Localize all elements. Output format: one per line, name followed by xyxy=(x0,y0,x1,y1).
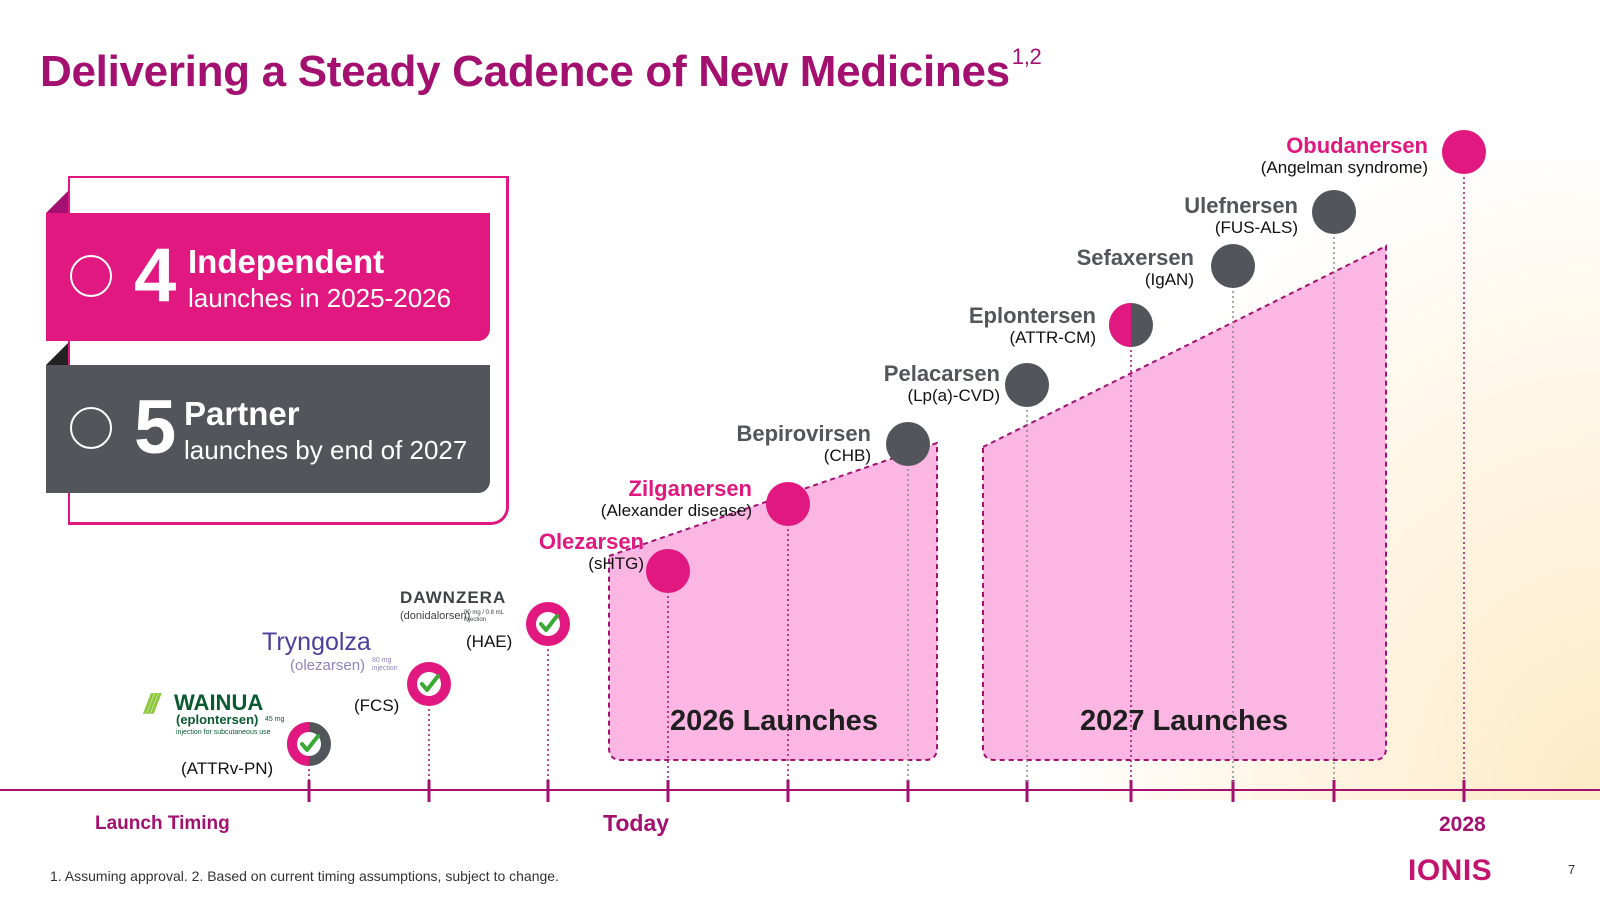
title-text: Delivering a Steady Cadence of New Medic… xyxy=(40,47,1010,96)
drug-label-olezarsen: Olezarsen (sHTG) xyxy=(539,530,644,574)
wainua-mark-icon: /// xyxy=(144,688,159,719)
drug-indication: (Lp(a)-CVD) xyxy=(907,386,1000,405)
drug-name: Pelacarsen xyxy=(883,361,1000,386)
dawnzera-brand: DAWNZERA xyxy=(400,588,507,607)
partner-subtext: launches by end of 2027 xyxy=(184,435,468,465)
drug-label-bepirovirsen: Bepirovirsen (CHB) xyxy=(737,422,872,466)
wainua-dose: 45 mg xyxy=(265,716,285,723)
launch-marker-zilganersen xyxy=(766,482,810,526)
tryngolza-brand: Tryngolza xyxy=(262,628,371,656)
today-label: Today xyxy=(603,810,670,836)
dawnzera-generic: (donidalorsen) xyxy=(400,610,471,622)
drug-label-zilganersen: Zilganersen (Alexander disease) xyxy=(601,477,752,521)
drug-name: Obudanersen xyxy=(1286,133,1428,158)
approved-launch-marker xyxy=(287,722,331,766)
page-number: 7 xyxy=(1568,862,1576,877)
wainua-indication: (ATTRv-PN) xyxy=(181,759,274,778)
drug-indication: (IgAN) xyxy=(1144,270,1194,289)
banner-fold-independent xyxy=(46,191,68,213)
drug-indication: (Angelman syndrome) xyxy=(1260,158,1428,177)
launch-marker-obudanersen xyxy=(1442,130,1486,174)
launch-region-2026 xyxy=(608,441,938,761)
wainua-note: injection for subcutaneous use xyxy=(176,729,271,736)
drug-indication: (ATTR-CM) xyxy=(1009,328,1096,347)
drug-name: Bepirovirsen xyxy=(736,421,872,446)
drug-label-pelacarsen: Pelacarsen (Lp(a)-CVD) xyxy=(884,362,1000,406)
launch-timing-label: Launch Timing xyxy=(95,813,230,834)
drug-indication: (CHB) xyxy=(823,446,871,465)
circle-icon xyxy=(70,255,112,297)
year-2028-label: 2028 xyxy=(1439,813,1486,836)
checkmark-icon xyxy=(300,734,320,752)
region-label-2027: 2027 Launches xyxy=(1080,705,1288,737)
partner-launches-banner: 5 Partner launches by end of 2027 xyxy=(46,365,490,493)
drug-indication: (sHTG) xyxy=(588,554,644,573)
drug-label-ulefnersen: Ulefnersen (FUS-ALS) xyxy=(1184,194,1298,238)
launch-marker-eplontersen xyxy=(1109,303,1153,347)
drug-label-sefaxersen: Sefaxersen (IgAN) xyxy=(1077,246,1194,290)
drug-name: Ulefnersen xyxy=(1184,193,1298,218)
launch-marker-ulefnersen xyxy=(1312,190,1356,234)
drug-name: Zilganersen xyxy=(628,476,752,501)
summary-frame xyxy=(68,176,509,525)
approved-launch-marker xyxy=(407,662,451,706)
independent-launches-banner: 4 Independent launches in 2025-2026 xyxy=(46,213,490,341)
circle-icon xyxy=(70,407,112,449)
launch-marker-olezarsen xyxy=(646,549,690,593)
drug-label-eplontersen: Eplontersen (ATTR-CM) xyxy=(969,304,1096,348)
launch-marker-sefaxersen xyxy=(1211,244,1255,288)
partner-heading: Partner xyxy=(184,395,300,432)
approved-launch-marker xyxy=(526,602,570,646)
banner-fold-partner xyxy=(46,343,68,365)
checkmark-icon xyxy=(539,614,559,632)
page-title: Delivering a Steady Cadence of New Medic… xyxy=(40,44,1042,97)
partner-count: 5 xyxy=(134,385,177,470)
region-label-2026: 2026 Launches xyxy=(670,705,878,737)
launch-marker-bepirovirsen xyxy=(886,422,930,466)
tryngolza-indication: (FCS) xyxy=(354,696,400,715)
launch-region-2027 xyxy=(982,244,1387,761)
drug-name: Olezarsen xyxy=(538,529,644,554)
drug-indication: (FUS-ALS) xyxy=(1214,218,1298,237)
tryngolza-dose: 80 mg injection xyxy=(372,657,398,672)
dawnzera-indication: (HAE) xyxy=(466,632,513,651)
launch-marker-pelacarsen xyxy=(1005,363,1049,407)
independent-subtext: launches in 2025-2026 xyxy=(188,283,452,313)
footnote: 1. Assuming approval. 2. Based on curren… xyxy=(50,868,559,884)
dawnzera-dose: 80 mg / 0.8 mL injection xyxy=(464,610,504,623)
title-footnote-ref: 1,2 xyxy=(1011,44,1042,69)
checkmark-icon xyxy=(420,674,440,692)
wainua-brand: WAINUA xyxy=(174,690,264,715)
independent-heading: Independent xyxy=(188,243,385,280)
independent-count: 4 xyxy=(134,233,177,318)
drug-name: Eplontersen xyxy=(968,303,1096,328)
ionis-logo: IONIS xyxy=(1408,854,1493,887)
tryngolza-generic: (olezarsen) xyxy=(290,657,366,674)
drug-indication: (Alexander disease) xyxy=(600,501,752,520)
wainua-generic: (eplontersen) xyxy=(176,712,259,727)
drug-label-obudanersen: Obudanersen (Angelman syndrome) xyxy=(1261,134,1428,178)
drug-name: Sefaxersen xyxy=(1076,245,1194,270)
